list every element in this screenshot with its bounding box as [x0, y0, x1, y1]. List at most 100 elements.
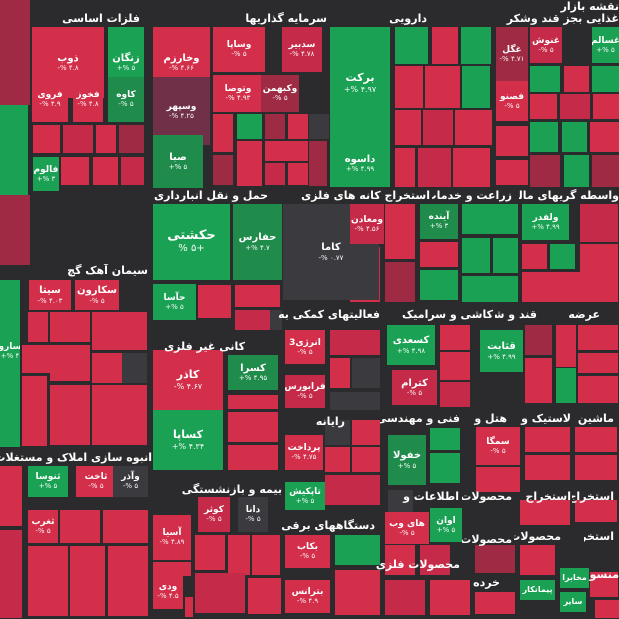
- stock-tile[interactable]: غگل ۴.۷۱ %-: [496, 27, 528, 82]
- stock-tile[interactable]: [564, 66, 589, 92]
- stock-tile[interactable]: [198, 285, 231, 318]
- stock-tile[interactable]: [430, 580, 470, 615]
- stock-tile[interactable]: ومعادن ۴.۵۶ %-: [350, 204, 384, 244]
- stock-tile[interactable]: [309, 141, 327, 186]
- stock-tile[interactable]: [28, 312, 48, 342]
- stock-tile[interactable]: [235, 310, 270, 330]
- stock-tile[interactable]: [96, 125, 116, 153]
- stock-tile[interactable]: [288, 163, 308, 185]
- stock-tile[interactable]: سارو ۴ %+: [0, 330, 20, 372]
- stock-tile[interactable]: [309, 114, 329, 139]
- stock-tile[interactable]: [28, 546, 68, 616]
- stock-tile[interactable]: [0, 195, 30, 265]
- stock-tile[interactable]: صبا ۵ %+: [153, 135, 203, 188]
- stock-tile[interactable]: [440, 352, 470, 380]
- stock-tile[interactable]: [93, 157, 118, 185]
- stock-tile[interactable]: [330, 330, 380, 355]
- stock-tile[interactable]: [237, 114, 262, 139]
- stock-tile[interactable]: [60, 510, 100, 543]
- stock-tile[interactable]: پیمانکار: [520, 580, 555, 600]
- stock-tile[interactable]: [288, 114, 308, 139]
- stock-tile[interactable]: [530, 66, 560, 92]
- stock-tile[interactable]: [462, 238, 490, 273]
- stock-tile[interactable]: حآسا ۵ %+: [153, 284, 196, 320]
- stock-tile[interactable]: سکارون ۵ %-: [75, 280, 119, 310]
- stock-tile[interactable]: سیتا ۴.۰۳ %-: [29, 280, 71, 310]
- stock-tile[interactable]: [228, 445, 278, 470]
- stock-tile[interactable]: فصنو ۵ %-: [496, 81, 528, 121]
- stock-tile[interactable]: [265, 114, 285, 139]
- stock-tile[interactable]: خفولا ۵ %+: [388, 435, 426, 485]
- stock-tile[interactable]: کسعدی ۴.۹۸ %+: [387, 325, 435, 365]
- stock-tile[interactable]: تاپکیش ۵ %+: [285, 482, 325, 510]
- stock-tile[interactable]: [228, 535, 250, 575]
- stock-tile[interactable]: [496, 126, 528, 156]
- stock-tile[interactable]: کاوه ۵ %-: [108, 77, 144, 122]
- stock-tile[interactable]: ثنوسا ۵ %+: [28, 466, 68, 497]
- stock-tile[interactable]: [522, 272, 618, 302]
- stock-tile[interactable]: [556, 325, 576, 367]
- stock-tile[interactable]: [440, 382, 470, 407]
- stock-tile[interactable]: سایر: [560, 592, 586, 612]
- stock-tile[interactable]: [237, 141, 262, 186]
- stock-tile[interactable]: [153, 562, 191, 576]
- stock-tile[interactable]: وکبهمن ۵ %-: [261, 75, 299, 112]
- stock-tile[interactable]: [122, 353, 147, 383]
- stock-tile[interactable]: [385, 262, 415, 302]
- stock-tile[interactable]: کوثر ۵ %-: [198, 497, 230, 532]
- stock-tile[interactable]: [525, 325, 552, 355]
- stock-tile[interactable]: [580, 244, 618, 272]
- stock-tile[interactable]: [590, 122, 619, 152]
- stock-tile[interactable]: فالوم ۳ %+: [33, 157, 59, 191]
- stock-tile[interactable]: [530, 155, 560, 187]
- stock-tile[interactable]: [430, 428, 460, 450]
- stock-tile[interactable]: فرابورس ۵ %-: [285, 375, 325, 408]
- stock-tile[interactable]: [352, 420, 380, 445]
- stock-tile[interactable]: [265, 163, 285, 185]
- stock-tile[interactable]: [578, 376, 618, 403]
- stock-tile[interactable]: [420, 242, 458, 267]
- stock-tile[interactable]: برکت ۴.۹۷ %+: [330, 27, 390, 140]
- stock-tile[interactable]: غسالم ۵ %+: [592, 27, 619, 63]
- stock-tile[interactable]: [63, 125, 93, 153]
- stock-tile[interactable]: [335, 535, 380, 565]
- stock-tile[interactable]: وساپا ۵ %-: [213, 27, 265, 72]
- stock-tile[interactable]: [575, 500, 617, 522]
- stock-tile[interactable]: [228, 395, 278, 409]
- stock-tile[interactable]: [462, 276, 518, 302]
- stock-tile[interactable]: ثاخت ۵ %-: [76, 466, 116, 497]
- stock-tile[interactable]: [575, 427, 617, 452]
- stock-tile[interactable]: آسیا ۴.۸۹ %-: [153, 515, 191, 560]
- stock-tile[interactable]: [420, 270, 458, 300]
- stock-tile[interactable]: [0, 530, 22, 618]
- stock-tile[interactable]: [455, 110, 492, 145]
- stock-tile[interactable]: دانا ۵ %-: [238, 497, 268, 532]
- stock-tile[interactable]: کاذر ۴.۶۷ %-: [153, 350, 223, 410]
- stock-tile[interactable]: [425, 66, 460, 108]
- stock-tile[interactable]: بکاب ۵ %-: [285, 535, 330, 568]
- stock-tile[interactable]: [395, 148, 415, 187]
- stock-tile[interactable]: [418, 148, 451, 187]
- stock-tile[interactable]: آینده ۳ %+: [420, 204, 458, 239]
- stock-tile[interactable]: [564, 155, 589, 187]
- stock-tile[interactable]: [228, 412, 278, 442]
- stock-tile[interactable]: [0, 280, 20, 330]
- stock-tile[interactable]: [70, 546, 105, 616]
- stock-tile[interactable]: سدبیر ۴.۷۸ %-: [282, 27, 322, 72]
- stock-tile[interactable]: [388, 490, 413, 515]
- stock-tile[interactable]: [453, 148, 490, 187]
- stock-tile[interactable]: [22, 376, 47, 446]
- stock-tile[interactable]: [0, 466, 22, 526]
- stock-tile[interactable]: [213, 114, 233, 152]
- stock-tile[interactable]: [92, 353, 122, 383]
- stock-tile[interactable]: [0, 105, 28, 195]
- stock-tile[interactable]: [420, 545, 450, 575]
- stock-tile[interactable]: [0, 372, 20, 447]
- stock-tile[interactable]: حکشتی +۵ %: [153, 204, 230, 280]
- stock-tile[interactable]: [119, 125, 144, 153]
- stock-tile[interactable]: [525, 455, 570, 480]
- stock-tile[interactable]: [592, 66, 619, 92]
- stock-tile[interactable]: [520, 500, 570, 525]
- stock-tile[interactable]: [330, 392, 380, 410]
- stock-tile[interactable]: های وب ۵ %-: [385, 512, 429, 544]
